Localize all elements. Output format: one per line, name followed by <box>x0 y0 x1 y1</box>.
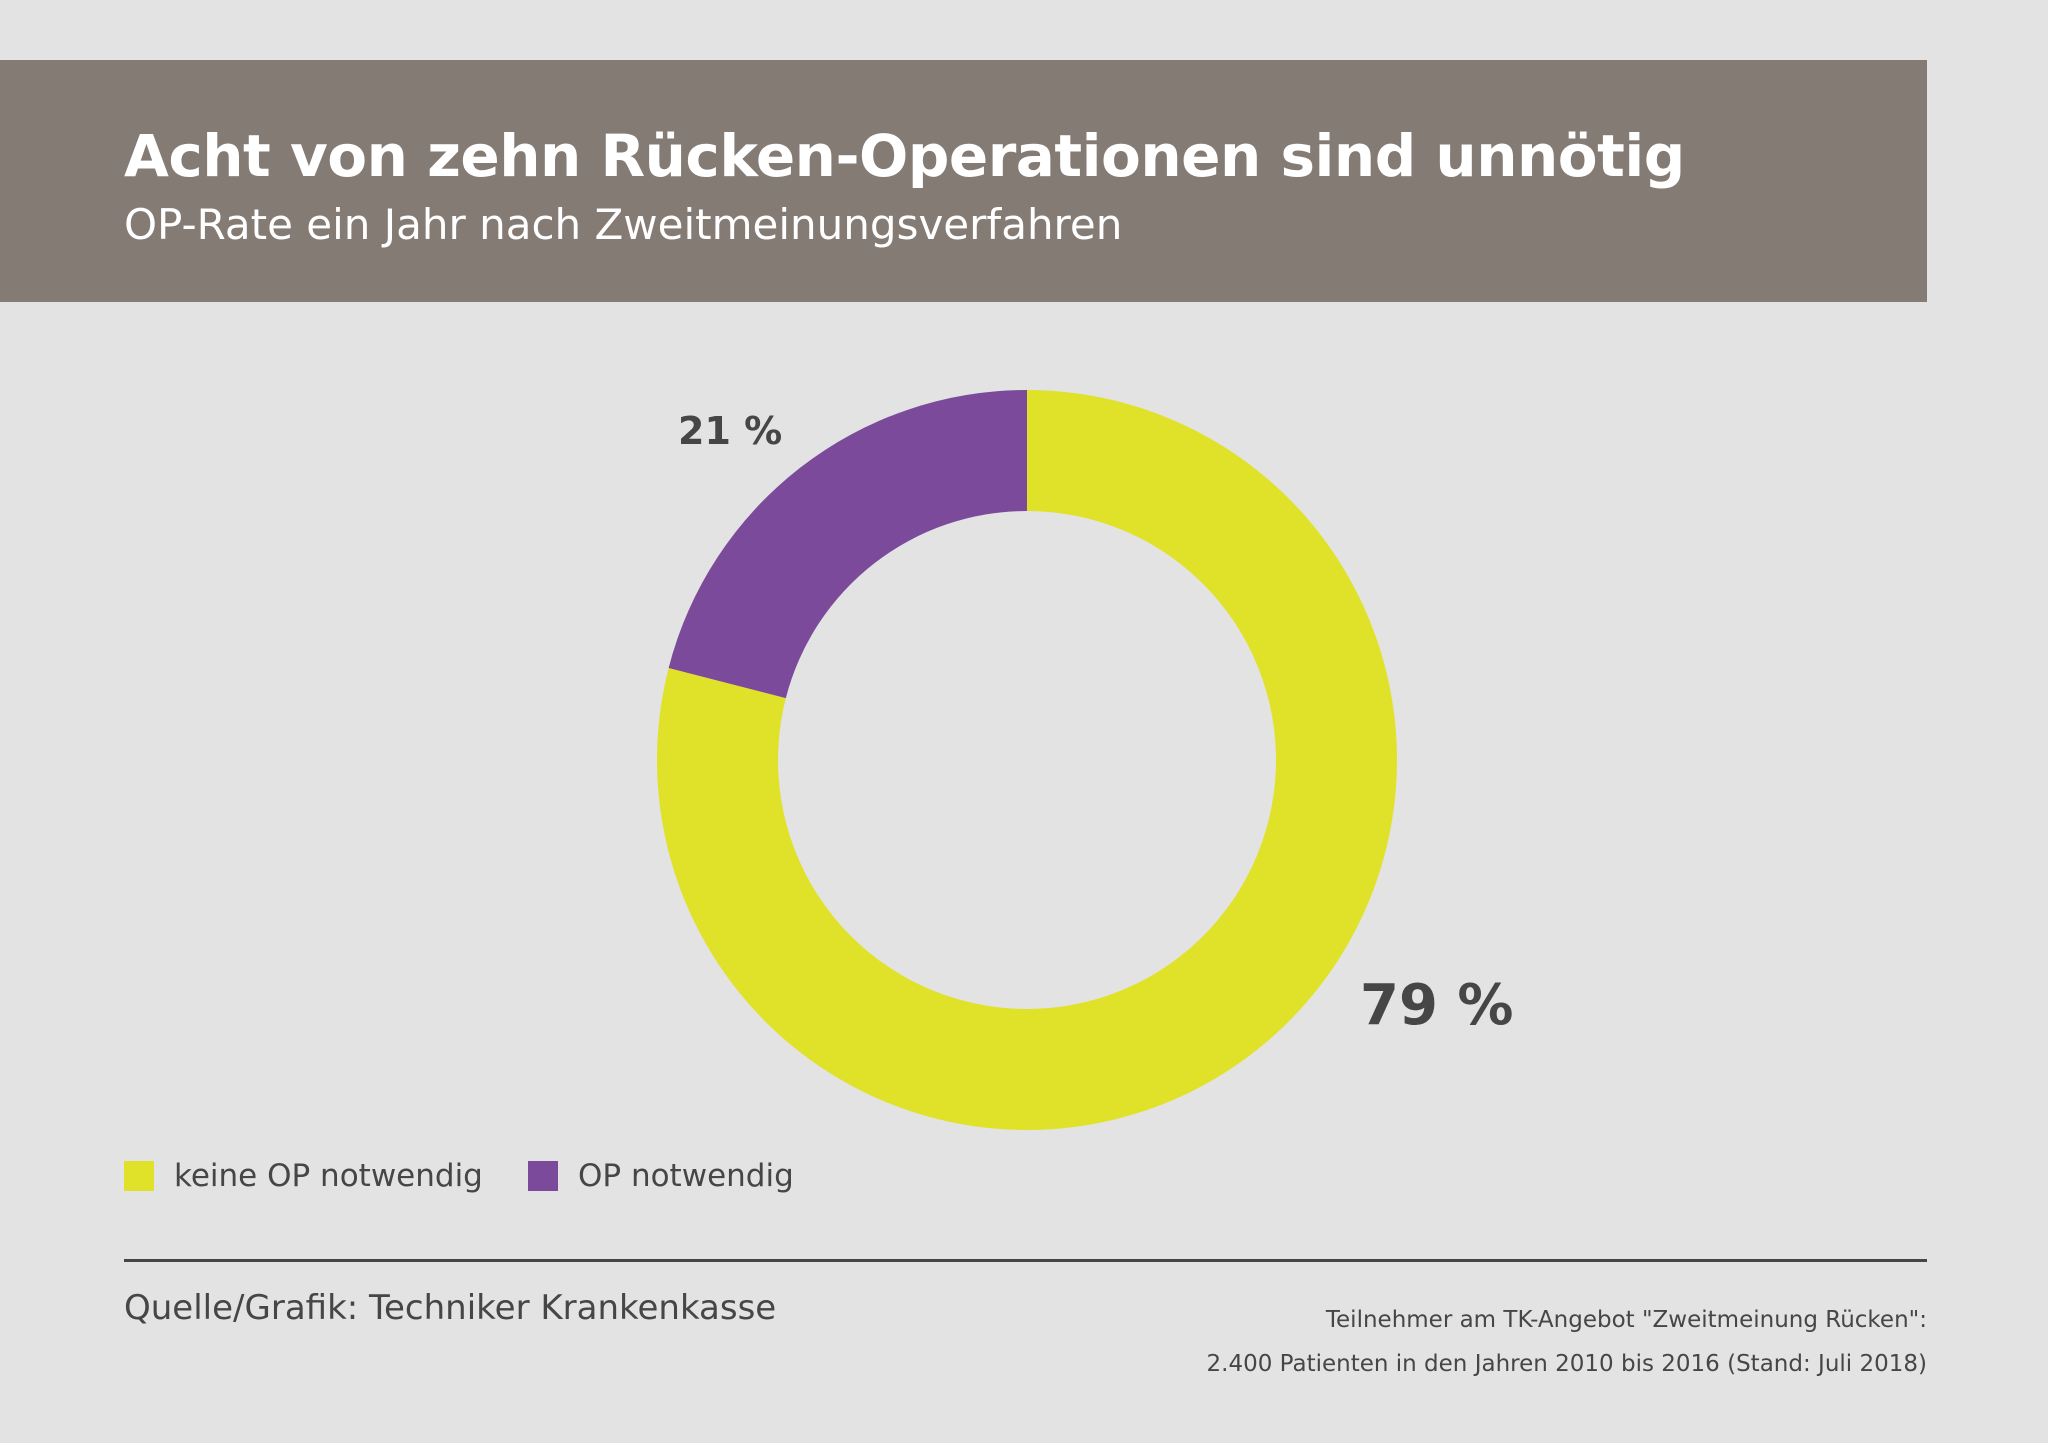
chart-title: Acht von zehn Rücken-Operationen sind un… <box>124 122 1685 190</box>
header-banner <box>0 60 1927 302</box>
legend-swatch-keine-op <box>124 1161 154 1191</box>
chart-subtitle: OP-Rate ein Jahr nach Zweitmeinungsverfa… <box>124 200 1123 249</box>
donut-slice-keine-op <box>657 390 1397 1130</box>
legend-item-keine-op: keine OP notwendig <box>124 1158 483 1194</box>
legend-label-op: OP notwendig <box>578 1158 794 1194</box>
source-credit: Quelle/Grafik: Techniker Krankenkasse <box>124 1288 777 1328</box>
footnote-line-2: 2.400 Patienten in den Jahren 2010 bis 2… <box>1206 1351 1928 1377</box>
value-label-keine-op: 79 % <box>1360 973 1514 1038</box>
footer-divider <box>124 1259 1927 1262</box>
donut-slice-op <box>668 390 1027 699</box>
legend-item-op: OP notwendig <box>528 1158 794 1194</box>
donut-slices <box>657 390 1397 1130</box>
value-label-op: 21 % <box>678 409 782 453</box>
legend-swatch-op <box>528 1161 558 1191</box>
footnote: Teilnehmer am TK-Angebot "Zweitmeinung R… <box>1207 1298 1928 1386</box>
legend-label-keine-op: keine OP notwendig <box>174 1158 483 1194</box>
footnote-line-1: Teilnehmer am TK-Angebot "Zweitmeinung R… <box>1325 1307 1927 1333</box>
donut-value-labels: 79 % 21 % <box>678 409 1514 1038</box>
